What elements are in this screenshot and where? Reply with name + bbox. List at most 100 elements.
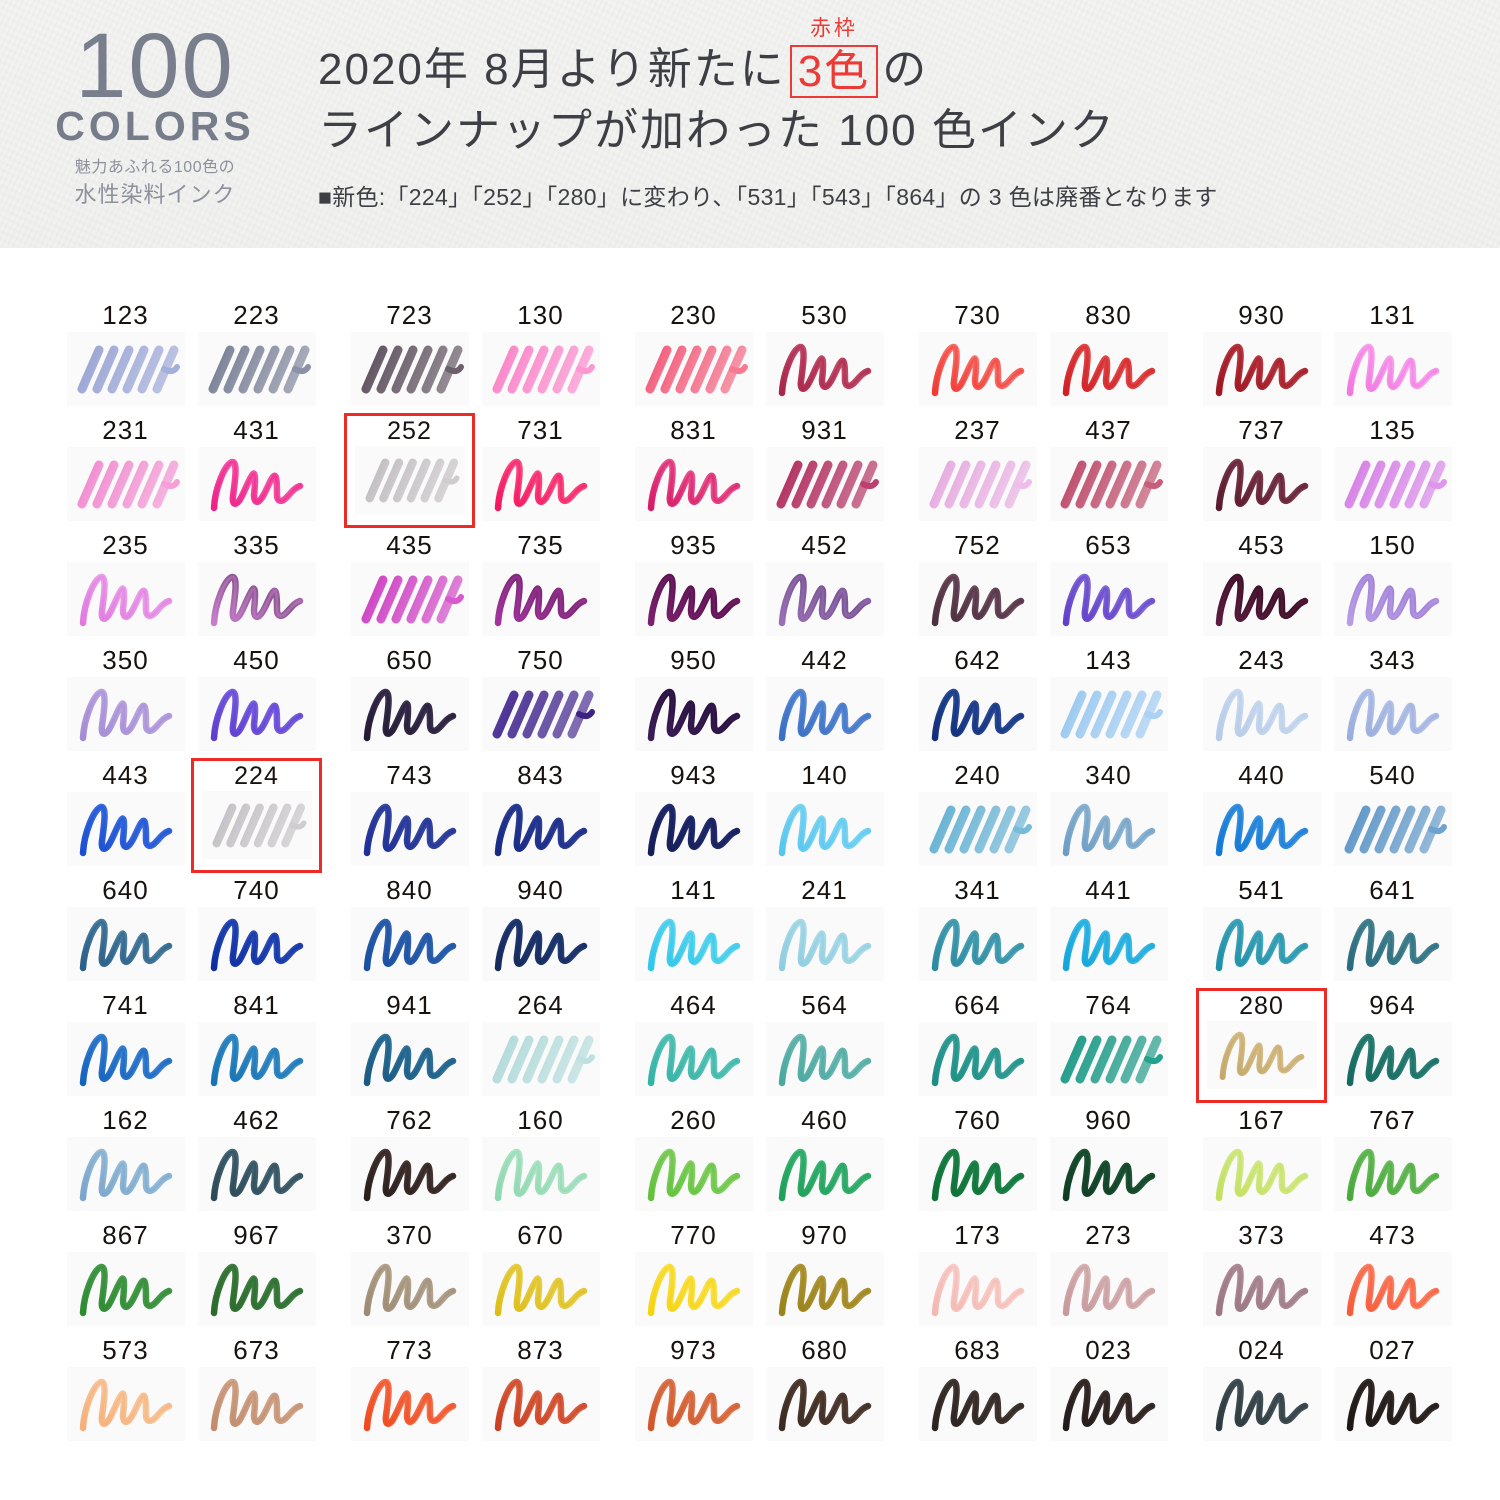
swatch-cell[interactable]: 950 — [628, 643, 759, 758]
swatch-cell[interactable]: 135 — [1327, 413, 1458, 528]
swatch-cell[interactable]: 167 — [1196, 1103, 1327, 1218]
swatch-cell[interactable]: 762 — [344, 1103, 475, 1218]
swatch-cell[interactable]: 664 — [912, 988, 1043, 1103]
swatch-cell[interactable]: 741 — [60, 988, 191, 1103]
swatch-cell[interactable]: 141 — [628, 873, 759, 988]
swatch-cell[interactable]: 873 — [475, 1333, 606, 1448]
swatch-cell[interactable]: 173 — [912, 1218, 1043, 1333]
swatch-cell[interactable]: 773 — [344, 1333, 475, 1448]
swatch-cell[interactable]: 023 — [1043, 1333, 1174, 1448]
swatch-cell[interactable]: 230 — [628, 298, 759, 413]
swatch-cell[interactable]: 653 — [1043, 528, 1174, 643]
swatch-cell[interactable]: 264 — [475, 988, 606, 1103]
swatch-cell[interactable]: 931 — [759, 413, 890, 528]
swatch-cell[interactable]: 740 — [191, 873, 322, 988]
swatch-cell[interactable]: 452 — [759, 528, 890, 643]
swatch-cell[interactable]: 160 — [475, 1103, 606, 1218]
swatch-cell[interactable]: 130 — [475, 298, 606, 413]
swatch-cell[interactable]: 723 — [344, 298, 475, 413]
swatch-cell[interactable]: 162 — [60, 1103, 191, 1218]
swatch-cell[interactable]: 540 — [1327, 758, 1458, 873]
swatch-cell[interactable]: 235 — [60, 528, 191, 643]
swatch-cell[interactable]: 673 — [191, 1333, 322, 1448]
swatch-cell[interactable]: 973 — [628, 1333, 759, 1448]
swatch-cell[interactable]: 462 — [191, 1103, 322, 1218]
swatch-cell[interactable]: 760 — [912, 1103, 1043, 1218]
swatch-cell[interactable]: 243 — [1196, 643, 1327, 758]
swatch-cell[interactable]: 343 — [1327, 643, 1458, 758]
swatch-cell[interactable]: 735 — [475, 528, 606, 643]
swatch-cell[interactable]: 340 — [1043, 758, 1174, 873]
swatch-cell[interactable]: 140 — [759, 758, 890, 873]
swatch-cell[interactable]: 867 — [60, 1218, 191, 1333]
swatch-cell[interactable]: 370 — [344, 1218, 475, 1333]
swatch-cell[interactable]: 831 — [628, 413, 759, 528]
swatch-cell[interactable]: 024 — [1196, 1333, 1327, 1448]
swatch-cell[interactable]: 941 — [344, 988, 475, 1103]
swatch-cell[interactable]: 260 — [628, 1103, 759, 1218]
swatch-cell[interactable]: 841 — [191, 988, 322, 1103]
swatch-cell[interactable]: 967 — [191, 1218, 322, 1333]
swatch-cell[interactable]: 373 — [1196, 1218, 1327, 1333]
swatch-cell[interactable]: 573 — [60, 1333, 191, 1448]
swatch-cell[interactable]: 641 — [1327, 873, 1458, 988]
swatch-cell[interactable]: 464 — [628, 988, 759, 1103]
swatch-cell[interactable]: 440 — [1196, 758, 1327, 873]
swatch-cell[interactable]: 843 — [475, 758, 606, 873]
swatch-cell[interactable]: 731 — [475, 413, 606, 528]
swatch-cell-highlighted[interactable]: 252 — [344, 413, 475, 528]
swatch-cell[interactable]: 960 — [1043, 1103, 1174, 1218]
swatch-cell[interactable]: 943 — [628, 758, 759, 873]
swatch-cell[interactable]: 770 — [628, 1218, 759, 1333]
swatch-cell[interactable]: 223 — [191, 298, 322, 413]
swatch-cell[interactable]: 737 — [1196, 413, 1327, 528]
swatch-cell[interactable]: 930 — [1196, 298, 1327, 413]
swatch-cell[interactable]: 650 — [344, 643, 475, 758]
swatch-cell[interactable]: 830 — [1043, 298, 1174, 413]
swatch-cell[interactable]: 231 — [60, 413, 191, 528]
swatch-cell[interactable]: 767 — [1327, 1103, 1458, 1218]
swatch-cell[interactable]: 341 — [912, 873, 1043, 988]
swatch-cell[interactable]: 460 — [759, 1103, 890, 1218]
swatch-cell[interactable]: 150 — [1327, 528, 1458, 643]
swatch-cell[interactable]: 441 — [1043, 873, 1174, 988]
swatch-cell[interactable]: 335 — [191, 528, 322, 643]
swatch-cell[interactable]: 940 — [475, 873, 606, 988]
swatch-cell[interactable]: 670 — [475, 1218, 606, 1333]
swatch-cell[interactable]: 964 — [1327, 988, 1458, 1103]
swatch-cell[interactable]: 541 — [1196, 873, 1327, 988]
swatch-cell[interactable]: 473 — [1327, 1218, 1458, 1333]
swatch-cell[interactable]: 840 — [344, 873, 475, 988]
swatch-cell[interactable]: 240 — [912, 758, 1043, 873]
swatch-cell[interactable]: 443 — [60, 758, 191, 873]
swatch-cell[interactable]: 027 — [1327, 1333, 1458, 1448]
swatch-cell[interactable]: 273 — [1043, 1218, 1174, 1333]
swatch-cell[interactable]: 530 — [759, 298, 890, 413]
swatch-cell[interactable]: 683 — [912, 1333, 1043, 1448]
swatch-cell[interactable]: 435 — [344, 528, 475, 643]
swatch-cell[interactable]: 241 — [759, 873, 890, 988]
swatch-cell[interactable]: 143 — [1043, 643, 1174, 758]
swatch-cell[interactable]: 123 — [60, 298, 191, 413]
swatch-cell[interactable]: 431 — [191, 413, 322, 528]
swatch-cell[interactable]: 680 — [759, 1333, 890, 1448]
swatch-cell[interactable]: 970 — [759, 1218, 890, 1333]
swatch-cell[interactable]: 752 — [912, 528, 1043, 643]
swatch-cell[interactable]: 437 — [1043, 413, 1174, 528]
swatch-cell-highlighted[interactable]: 224 — [191, 758, 322, 873]
swatch-cell[interactable]: 640 — [60, 873, 191, 988]
swatch-cell[interactable]: 237 — [912, 413, 1043, 528]
swatch-cell[interactable]: 564 — [759, 988, 890, 1103]
swatch-cell[interactable]: 131 — [1327, 298, 1458, 413]
swatch-cell[interactable]: 764 — [1043, 988, 1174, 1103]
swatch-cell-highlighted[interactable]: 280 — [1196, 988, 1327, 1103]
swatch-cell[interactable]: 730 — [912, 298, 1043, 413]
swatch-cell[interactable]: 750 — [475, 643, 606, 758]
swatch-cell[interactable]: 442 — [759, 643, 890, 758]
swatch-cell[interactable]: 450 — [191, 643, 322, 758]
swatch-cell[interactable]: 935 — [628, 528, 759, 643]
swatch-cell[interactable]: 642 — [912, 643, 1043, 758]
swatch-cell[interactable]: 350 — [60, 643, 191, 758]
swatch-cell[interactable]: 453 — [1196, 528, 1327, 643]
swatch-cell[interactable]: 743 — [344, 758, 475, 873]
